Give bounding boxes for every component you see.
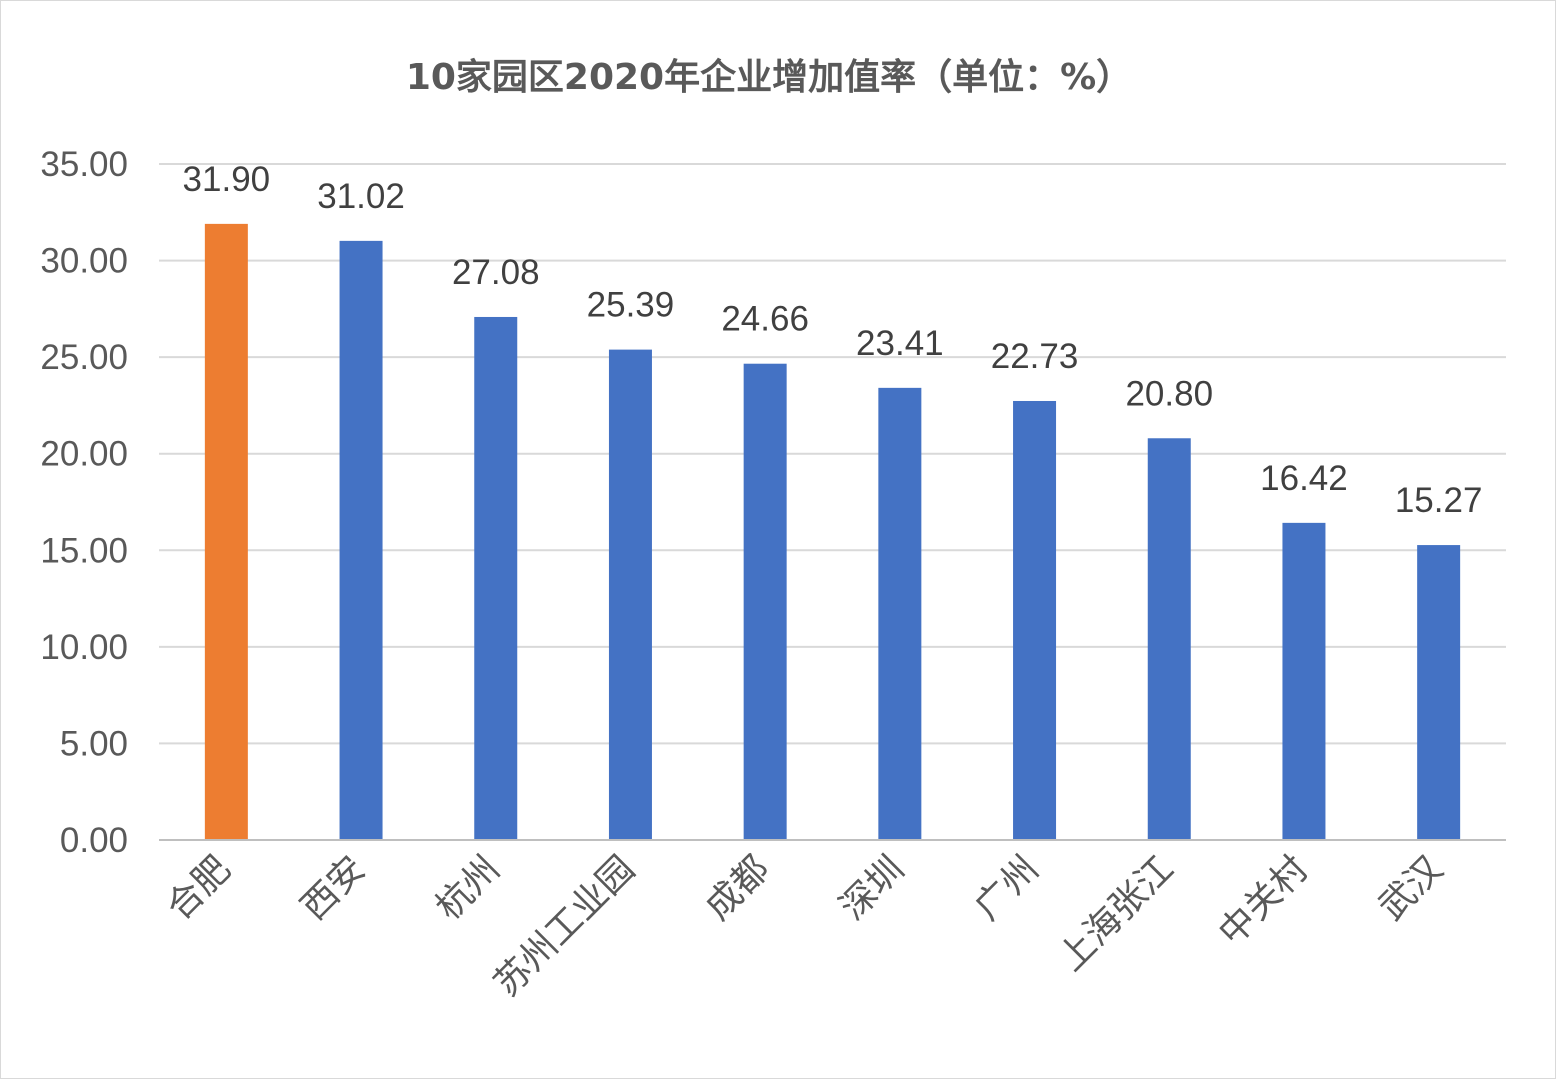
x-tick-label: 广州 [967,848,1047,928]
bar-2 [339,240,383,840]
x-tick-label: 成都 [698,848,778,928]
data-label: 16.42 [1260,459,1348,498]
bar-4 [608,349,652,840]
x-tick-label: 深圳 [832,848,912,928]
bar-3 [474,316,518,841]
bar-9 [1282,522,1326,840]
data-label: 20.80 [1125,374,1213,413]
y-tick-label: 25.00 [40,338,128,377]
bars [204,223,1461,841]
y-axis-ticks: 0.00 5.00 10.00 15.00 20.00 25.00 30.00 35.00 [40,145,128,860]
bar-1 [204,223,248,841]
data-label: 27.08 [452,253,540,292]
data-label: 15.27 [1395,481,1483,520]
y-tick-label: 0.00 [60,821,128,860]
data-label: 31.02 [317,177,405,216]
y-tick-label: 20.00 [40,435,128,474]
x-tick-label: 杭州 [428,848,508,928]
x-tick-label: 上海张江 [1051,848,1182,979]
x-tick-label: 合肥 [159,848,239,928]
bar-7 [1013,400,1057,840]
bar-6 [878,387,922,840]
data-label: 23.41 [856,324,944,363]
y-tick-label: 15.00 [40,531,128,570]
bar-8 [1147,438,1191,840]
bar-5 [743,363,787,840]
y-tick-label: 10.00 [40,628,128,667]
data-labels: 31.90 31.02 27.08 25.39 24.66 23.41 22.73 20.80… [183,160,1483,520]
y-tick-label: 35.00 [40,145,128,184]
chart-title: 10家园区2020年企业增加值率（单位：%） [406,56,1132,98]
x-tick-label: 苏州工业园 [487,848,643,1004]
x-tick-label: 武汉 [1371,848,1451,928]
x-tick-label: 中关村 [1211,848,1316,953]
x-tick-label: 西安 [293,848,373,928]
y-tick-label: 30.00 [40,242,128,281]
y-tick-label: 5.00 [60,724,128,763]
gridlines [159,163,1506,745]
data-label: 31.90 [183,160,271,199]
data-label: 22.73 [991,337,1079,376]
bar-10 [1417,545,1461,840]
data-label: 24.66 [721,300,809,339]
data-label: 25.39 [587,286,675,325]
